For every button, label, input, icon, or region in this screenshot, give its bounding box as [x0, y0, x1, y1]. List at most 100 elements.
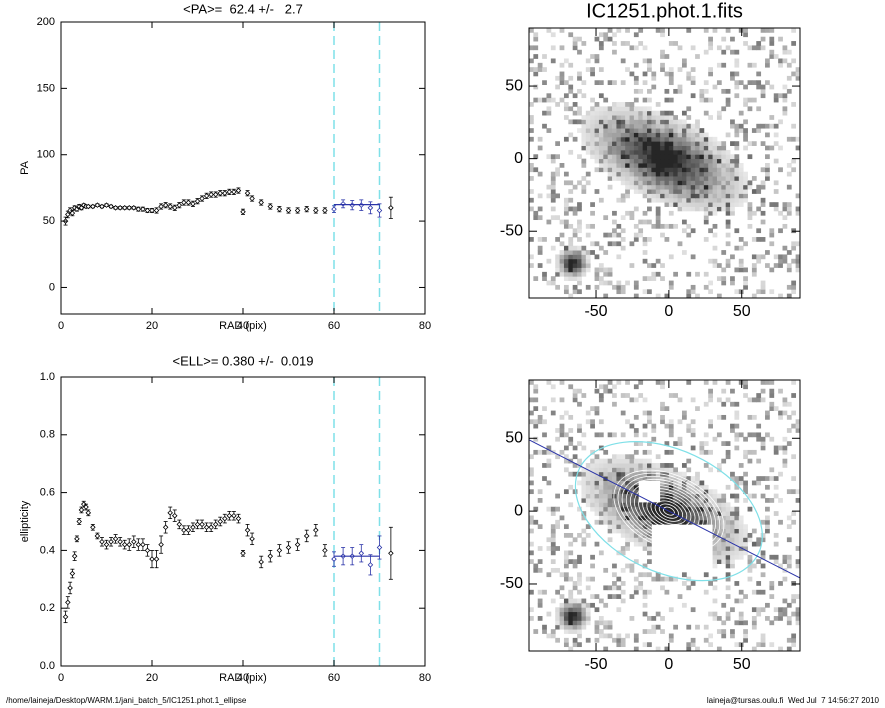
pixel [647, 629, 652, 634]
pixel [629, 106, 635, 112]
pixel [533, 567, 539, 573]
pixel [743, 32, 748, 38]
pixel [642, 97, 648, 103]
pixel [677, 88, 683, 94]
pixel [677, 167, 683, 173]
pixel [725, 572, 731, 578]
pixel [743, 541, 748, 547]
pixel [786, 267, 792, 273]
pixel [751, 263, 757, 268]
pixel [598, 397, 604, 403]
pixel [734, 401, 740, 407]
data-point [94, 202, 101, 208]
pixel [559, 620, 565, 626]
pixel [655, 115, 661, 120]
pixel [668, 223, 674, 229]
pixel [690, 158, 696, 164]
pixel [721, 62, 727, 68]
pixel [585, 476, 591, 481]
pixel [559, 397, 565, 403]
data-point [249, 536, 255, 542]
pixel [542, 54, 547, 59]
pixel [786, 206, 792, 212]
data-point [222, 190, 228, 196]
pixel [577, 572, 582, 578]
pixel [533, 563, 539, 569]
pixel [642, 642, 648, 648]
data-point [235, 187, 242, 194]
pixel [681, 519, 687, 525]
pixel [725, 258, 731, 264]
pixel [529, 163, 534, 168]
pixel [708, 489, 713, 495]
pixel [581, 80, 587, 86]
pixel [712, 167, 718, 173]
pixel [616, 454, 622, 460]
pixel [708, 206, 713, 212]
pixel [529, 189, 534, 194]
data-point [99, 538, 105, 545]
pixel [786, 616, 792, 621]
pixel [638, 128, 644, 133]
pixel [533, 388, 539, 394]
pixel [568, 88, 574, 94]
pixel [721, 541, 727, 547]
pixel [647, 419, 652, 425]
pixel [607, 432, 613, 438]
pixel [616, 289, 622, 295]
pixel [607, 484, 613, 490]
pixel [581, 254, 587, 260]
pixel [686, 193, 692, 199]
pixel [651, 502, 657, 508]
pixel [647, 167, 652, 173]
pixel [603, 480, 609, 486]
pixel [743, 189, 748, 194]
pixel [747, 567, 753, 573]
pixel [791, 102, 797, 107]
pixel [633, 576, 639, 582]
pixel [695, 149, 700, 155]
pixel [686, 180, 692, 186]
pixel [620, 476, 626, 481]
pixel [721, 171, 727, 177]
pixel [594, 493, 600, 499]
pixel [585, 498, 591, 503]
pixel [616, 141, 622, 146]
pixel [756, 476, 762, 481]
pixel [550, 180, 556, 186]
data-point [322, 547, 328, 554]
pixel [660, 110, 665, 116]
pixel [660, 380, 665, 385]
pixel [572, 45, 578, 51]
data-point [65, 599, 71, 606]
pixel [660, 136, 665, 142]
pixel [537, 419, 543, 425]
pixel [734, 484, 740, 490]
pixel [638, 132, 644, 138]
pixel [786, 263, 792, 268]
pixel [537, 449, 543, 455]
pixel [769, 54, 775, 59]
pixel [603, 506, 609, 512]
pixel [699, 197, 705, 203]
pixel [738, 80, 744, 86]
pixel [773, 123, 779, 129]
pixel [725, 180, 731, 186]
pixel [690, 141, 696, 146]
pixel [590, 136, 595, 142]
pixel [598, 519, 604, 525]
pixel [795, 263, 800, 268]
pixel [594, 149, 600, 155]
pixel [603, 128, 609, 133]
pixel [681, 228, 687, 234]
pixel [546, 546, 552, 551]
pixel [568, 502, 574, 508]
pixel [568, 62, 574, 68]
pixel [712, 176, 718, 181]
pixel [655, 293, 661, 298]
pixel [708, 388, 713, 394]
pixel [668, 136, 674, 142]
pixel [690, 132, 696, 138]
pixel [708, 511, 713, 516]
pixel [756, 397, 762, 403]
